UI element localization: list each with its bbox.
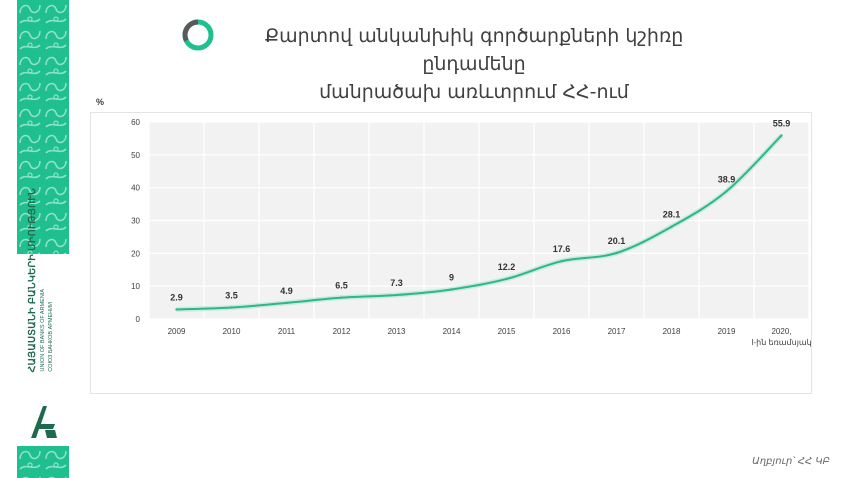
y-tick-label: 0 bbox=[136, 315, 141, 324]
chart-title-line2: մանրածախ առևտրում ՀՀ-ում bbox=[319, 81, 629, 103]
data-point bbox=[450, 288, 453, 291]
x-tick-label: 2018 bbox=[663, 327, 681, 336]
decorative-pattern-band-top bbox=[17, 0, 69, 254]
data-point bbox=[285, 301, 288, 305]
logo-text-english: UNION OF BANKS OF ARMENIA bbox=[40, 289, 46, 372]
data-label: 7.3 bbox=[390, 278, 403, 288]
data-label: 20.1 bbox=[608, 236, 626, 246]
data-point bbox=[340, 296, 343, 299]
data-label: 12.2 bbox=[498, 262, 516, 272]
data-label: 2.9 bbox=[170, 292, 183, 302]
chart-title: Քարտով անկանխիկ գործարքների կշիռը ընդամե… bbox=[214, 22, 734, 106]
chart-area: 0 10 20 30 40 50 60 2009 2010 2011 2012 2013 2014 201… bbox=[90, 112, 812, 394]
data-point bbox=[670, 225, 673, 228]
data-label: 17.6 bbox=[553, 244, 571, 254]
logo-text-armenian: ՀԱՅԱՍՏԱՆԻ ԲԱՆԿԵՐԻ ՄԻՈՒԹՅՈՒՆ bbox=[27, 187, 38, 373]
data-label: 3.5 bbox=[225, 291, 238, 301]
x-tick-label: 2009 bbox=[168, 327, 186, 336]
x-tick-label: 2016 bbox=[553, 327, 571, 336]
y-tick-label: 60 bbox=[131, 118, 140, 127]
y-tick-label: 30 bbox=[131, 217, 140, 226]
y-tick-label: 40 bbox=[131, 184, 140, 193]
data-point bbox=[175, 308, 178, 311]
data-point bbox=[230, 306, 233, 309]
x-tick-label: 2019 bbox=[718, 327, 736, 336]
ornament-pattern-icon bbox=[17, 0, 69, 254]
decorative-pattern-band-bottom bbox=[17, 446, 69, 478]
y-axis-unit: % bbox=[96, 97, 105, 107]
data-point bbox=[560, 260, 563, 263]
data-point bbox=[780, 134, 783, 137]
x-tick-label: 2011 bbox=[278, 327, 296, 336]
x-tick-label: 2015 bbox=[498, 327, 516, 336]
data-label: 28.1 bbox=[663, 210, 681, 220]
logo-text-russian: СОЮЗ БАНКОВ АРМЕНИИ bbox=[48, 302, 54, 372]
chart-title-line1: Քարտով անկանխիկ գործարքների կշիռը ընդամե… bbox=[264, 25, 684, 75]
y-tick-label: 10 bbox=[131, 282, 140, 291]
data-point bbox=[725, 190, 728, 193]
y-tick-label: 20 bbox=[131, 249, 140, 258]
data-point bbox=[505, 277, 508, 281]
line-chart: 0 10 20 30 40 50 60 2009 2010 2011 2012 2013 2014 201… bbox=[131, 118, 811, 347]
data-label: 38.9 bbox=[718, 174, 736, 184]
source-note: Աղբյուր՝ ՀՀ ԿԲ bbox=[752, 456, 830, 467]
data-point bbox=[395, 293, 398, 297]
x-tick-label: 2014 bbox=[443, 327, 461, 336]
x-tick-label: 2020, I-ին եռամսյակ bbox=[751, 327, 811, 347]
logo-mark-icon bbox=[31, 406, 57, 438]
x-tick-label: 2017 bbox=[608, 327, 626, 336]
data-label: 4.9 bbox=[280, 286, 293, 296]
x-tick-label: 2013 bbox=[388, 327, 406, 336]
donut-ring-icon bbox=[182, 19, 214, 51]
ornament-pattern-icon bbox=[17, 446, 69, 478]
y-tick-label: 50 bbox=[131, 151, 140, 160]
x-tick-label: 2010 bbox=[223, 327, 241, 336]
data-label: 6.5 bbox=[335, 281, 348, 291]
union-of-banks-logo: ՀԱՅԱՍՏԱՆԻ ԲԱՆԿԵՐԻ ՄԻՈՒԹՅՈՒՆ UNION OF BAN… bbox=[20, 188, 70, 444]
data-point bbox=[615, 251, 618, 255]
x-tick-label: 2012 bbox=[333, 327, 351, 336]
data-label: 55.9 bbox=[773, 118, 791, 128]
data-label: 9 bbox=[449, 272, 454, 282]
series-line bbox=[176, 134, 783, 311]
